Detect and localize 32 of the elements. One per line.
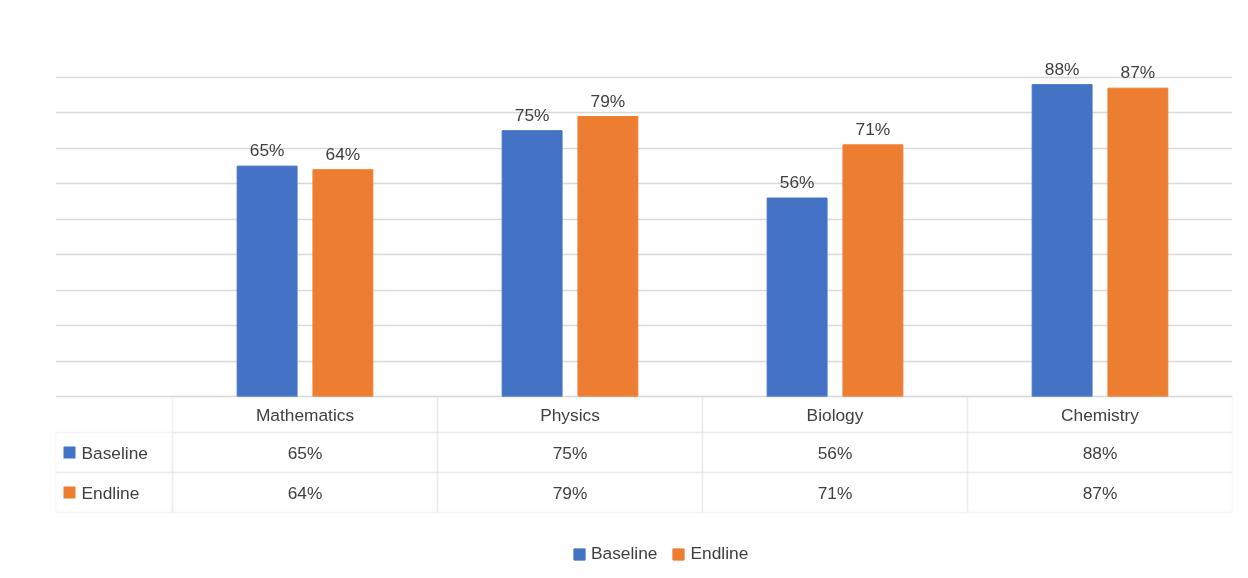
data-label: 79% bbox=[552, 482, 588, 503]
text: 88% bbox=[1044, 58, 1080, 79]
data-label: 64% bbox=[287, 482, 323, 503]
data-label: 75% bbox=[552, 442, 588, 463]
text: Endline bbox=[81, 482, 140, 503]
x-tick-label: Biology bbox=[806, 404, 864, 425]
x-tick-label: Chemistry bbox=[1061, 404, 1140, 425]
bar bbox=[577, 116, 639, 397]
data-label: 71% bbox=[817, 482, 853, 503]
bar bbox=[1107, 87, 1169, 397]
legend-label: Baseline bbox=[81, 442, 148, 463]
bar bbox=[501, 130, 563, 397]
text: 64% bbox=[325, 143, 361, 164]
text: 56% bbox=[779, 172, 815, 193]
data-label: 88% bbox=[1082, 442, 1118, 463]
text: Baseline bbox=[591, 543, 658, 563]
x-tick-label: Mathematics bbox=[255, 404, 355, 425]
text: 71% bbox=[855, 118, 891, 139]
bar bbox=[766, 197, 828, 397]
text: 79% bbox=[590, 90, 626, 111]
bar bbox=[236, 165, 298, 397]
data-label: 87% bbox=[1082, 482, 1118, 503]
bar bbox=[842, 144, 904, 397]
bar bbox=[312, 169, 374, 397]
x-tick-label: Physics bbox=[540, 404, 601, 425]
data-label: 56% bbox=[817, 442, 853, 463]
text: 87% bbox=[1120, 62, 1156, 83]
text: 65% bbox=[249, 140, 285, 161]
legend-label: Endline bbox=[690, 543, 749, 564]
text: 75% bbox=[514, 104, 550, 125]
bar bbox=[1031, 84, 1093, 397]
data-label: 65% bbox=[287, 442, 323, 463]
